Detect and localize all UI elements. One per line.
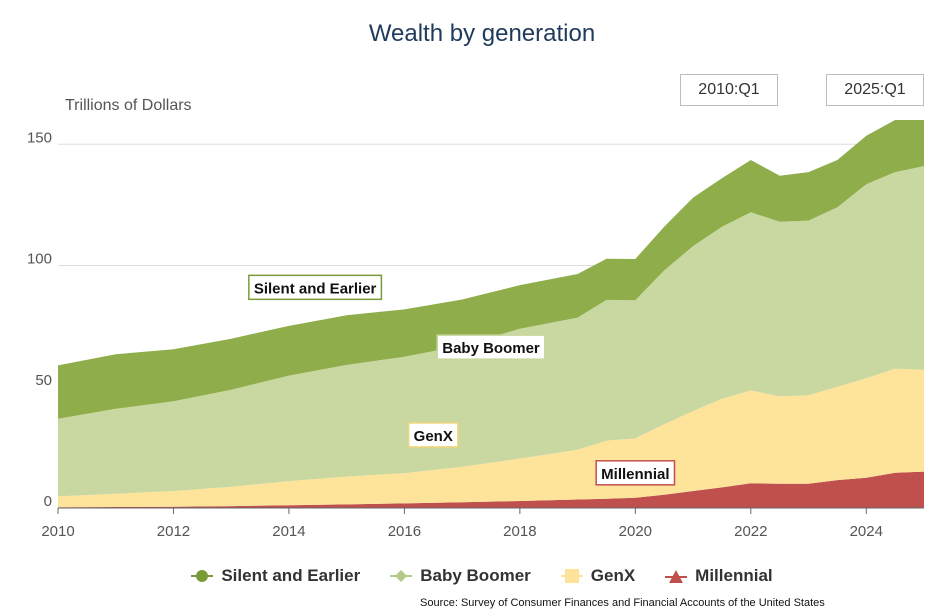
legend-label: Silent and Earlier <box>221 566 361 585</box>
annotation-label: Millennial <box>601 466 669 483</box>
legend-item-genx[interactable]: GenX <box>560 566 636 586</box>
legend: Silent and Earlier Baby Boomer GenX Mill… <box>0 566 927 586</box>
x-tick-label: 2016 <box>388 523 421 540</box>
area-baby-boomer[interactable] <box>58 166 924 497</box>
x-tick-label: 2012 <box>157 523 190 540</box>
source-note: Source: Survey of Consumer Finances and … <box>420 597 825 609</box>
x-tick-label: 2018 <box>503 523 536 540</box>
annotation-label: Baby Boomer <box>442 340 540 357</box>
x-tick-label: 2024 <box>850 523 883 540</box>
circle-icon <box>191 570 214 582</box>
area-silent-and-earlier[interactable] <box>58 120 924 419</box>
y-tick-label: 100 <box>27 251 52 268</box>
diamond-icon <box>390 570 413 582</box>
start-date-box[interactable]: 2010:Q1 <box>680 74 778 106</box>
chart-title: Wealth by generation <box>368 20 596 47</box>
x-tick-label: 2020 <box>619 523 652 540</box>
annotation-box <box>407 422 459 448</box>
annotation-millennial: Millennial <box>595 460 676 486</box>
annotation-box <box>436 334 546 360</box>
x-tick-label: 2022 <box>734 523 767 540</box>
triangle-icon <box>665 570 688 583</box>
x-tick-label: 2010 <box>41 523 74 540</box>
end-date-box[interactable]: 2025:Q1 <box>826 74 924 106</box>
annotation-label: Silent and Earlier <box>254 280 377 297</box>
y-tick-label: 0 <box>44 493 52 510</box>
area-genx[interactable] <box>58 368 924 508</box>
legend-label: Millennial <box>695 566 773 585</box>
legend-item-silent[interactable]: Silent and Earlier <box>191 566 360 586</box>
annotation-box <box>248 274 383 301</box>
annotation-box <box>595 460 676 486</box>
annotation-label: GenX <box>414 428 453 445</box>
square-icon <box>560 569 583 583</box>
legend-item-baby-boomer[interactable]: Baby Boomer <box>390 566 531 586</box>
x-tick-label: 2014 <box>272 523 305 540</box>
area-millennial[interactable] <box>58 471 924 508</box>
y-tick-label: 50 <box>35 372 52 389</box>
annotation-genx: GenX <box>407 422 459 448</box>
y-tick-label: 150 <box>27 129 52 146</box>
annotation-baby-boomer: Baby Boomer <box>436 334 546 360</box>
annotation-silent-and-earlier: Silent and Earlier <box>248 274 383 301</box>
legend-label: Baby Boomer <box>420 566 531 585</box>
legend-label: GenX <box>590 566 636 585</box>
y-axis-label: Trillions of Dollars <box>65 97 192 114</box>
legend-item-millennial[interactable]: Millennial <box>665 566 773 586</box>
